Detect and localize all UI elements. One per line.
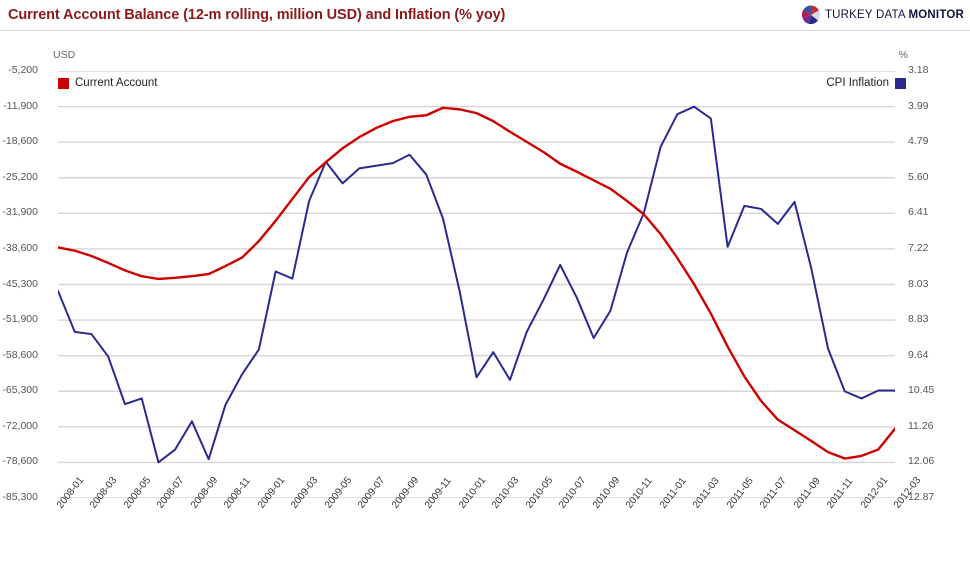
- x-axis-tick-21: 2011-07: [758, 475, 789, 511]
- brand-logo-text-part1: TURKEY DATA: [824, 9, 909, 21]
- x-axis-tick-16: 2010-09: [590, 475, 622, 511]
- x-axis-tick-7: 2009-03: [289, 475, 321, 511]
- right-axis-tick-8: 9.64: [908, 348, 929, 361]
- series-line-current-account: [58, 106, 895, 460]
- right-axis-tick-4: 6.41: [908, 206, 929, 219]
- x-axis-tick-11: 2009-11: [423, 475, 455, 511]
- right-axis-tick-3: 5.60: [908, 170, 929, 183]
- x-axis-tick-10: 2009-09: [389, 475, 422, 511]
- left-axis-tick-8: -58,600: [2, 348, 38, 361]
- legend-label-current-account: Current Account: [75, 77, 158, 89]
- left-axis-tick-11: -78,600: [2, 455, 38, 468]
- x-axis-tick-19: 2011-03: [691, 475, 722, 511]
- legend-current-account[interactable]: Current Account: [58, 77, 157, 89]
- plot-area: [58, 71, 895, 498]
- right-axis-tick-0: 3.18: [908, 64, 929, 76]
- series-line-cpi-inflation: [58, 105, 895, 464]
- x-axis-tick-25: 2012-03: [892, 475, 924, 511]
- pie-chart-logo-icon: [801, 5, 821, 25]
- left-axis-tick-6: -45,300: [2, 277, 38, 290]
- left-axis-tick-5: -38,600: [2, 241, 38, 254]
- chart-canvas: [58, 71, 895, 498]
- x-axis-tick-24: 2012-01: [858, 475, 890, 511]
- page-title: Current Account Balance (12-m rolling, m…: [8, 7, 506, 23]
- x-axis-tick-14: 2010-05: [523, 475, 555, 511]
- x-axis-tick-18: 2011-01: [657, 475, 689, 511]
- right-axis-tick-labels: 3.18 3.99 4.79 5.60 6.41 7.22 8.03 8.83 9.64 10.4…: [900, 0, 970, 570]
- left-axis-tick-2: -18,600: [2, 135, 38, 148]
- x-axis-tick-4: 2008-09: [188, 475, 221, 511]
- x-axis-tick-23: 2011-11: [825, 476, 856, 511]
- x-axis-tick-9: 2009-07: [356, 475, 388, 511]
- right-axis-tick-11: 12.06: [908, 455, 935, 468]
- right-axis-tick-2: 4.79: [908, 135, 929, 148]
- x-axis-tick-1: 2008-03: [88, 475, 120, 511]
- right-axis-tick-6: 8.03: [908, 277, 929, 290]
- legend-swatch-cpi-inflation: [895, 77, 906, 89]
- left-axis-tick-1: -11,900: [3, 99, 38, 112]
- x-axis-tick-15: 2010-07: [557, 475, 589, 511]
- x-axis-tick-13: 2010-03: [490, 475, 522, 511]
- right-axis-tick-7: 8.83: [908, 313, 929, 326]
- x-axis-tick-6: 2009-01: [255, 475, 288, 511]
- x-axis-tick-20: 2011-05: [724, 475, 756, 511]
- x-axis-tick-0: 2008-01: [55, 475, 87, 511]
- brand-logo: TURKEY DATA MONITOR: [801, 4, 964, 26]
- x-axis-tick-5: 2008-11: [222, 475, 254, 511]
- legend-cpi-inflation[interactable]: CPI Inflation: [826, 77, 906, 89]
- legend-label-cpi-inflation: CPI Inflation: [826, 77, 889, 89]
- x-axis-tick-8: 2009-05: [322, 475, 355, 511]
- left-axis-tick-9: -65,300: [2, 384, 38, 397]
- left-axis-tick-7: -51,900: [2, 313, 38, 326]
- left-axis-tick-10: -72,000: [2, 419, 38, 432]
- right-axis-tick-1: 3.99: [908, 99, 929, 112]
- left-axis-tick-12: -85,300: [2, 491, 38, 503]
- x-axis-tick-2: 2008-05: [121, 475, 154, 511]
- left-axis-unit: USD: [53, 49, 76, 61]
- left-axis-tick-4: -31,900: [2, 206, 38, 219]
- left-axis-tick-0: -5,200: [8, 64, 38, 76]
- left-axis-tick-labels: -5,200 -11,900 -18,600 -25,200 -31,900 -38,60…: [0, 0, 54, 570]
- brand-logo-text-part2: MONITOR: [908, 9, 964, 21]
- x-axis-tick-3: 2008-07: [155, 475, 187, 511]
- x-axis-tick-22: 2011-09: [791, 475, 823, 511]
- x-axis-tick-12: 2010-01: [456, 475, 489, 511]
- header-divider: [0, 30, 970, 31]
- right-axis-tick-10: 11.26: [908, 419, 934, 432]
- right-axis-tick-9: 10.45: [908, 384, 935, 397]
- right-axis-unit: %: [898, 49, 908, 61]
- x-axis-tick-17: 2010-11: [624, 475, 655, 511]
- left-axis-tick-3: -25,200: [2, 170, 38, 183]
- legend-swatch-current-account: [58, 77, 69, 89]
- brand-logo-text: TURKEY DATA MONITOR: [825, 9, 964, 21]
- right-axis-tick-12: 12.87: [908, 491, 935, 503]
- right-axis-tick-5: 7.22: [908, 241, 929, 254]
